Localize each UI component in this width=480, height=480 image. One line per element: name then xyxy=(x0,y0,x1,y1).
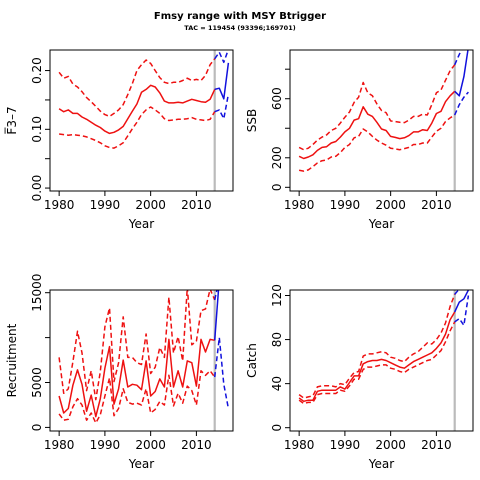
catch-historical-upper-line xyxy=(298,294,456,399)
fbar-plot-frame xyxy=(49,49,234,192)
catch-x-tick-label: 2000 xyxy=(375,438,406,452)
catch-y-tick-label: 80 xyxy=(270,332,284,347)
recruitment-x-tick-label: 2000 xyxy=(135,438,166,452)
ssb-y-axis-title: SSB xyxy=(245,109,259,132)
catch-x-tick-label: 1990 xyxy=(330,438,361,452)
catch-forecast-lower-line xyxy=(454,295,470,327)
ssb-x-tick-label: 2010 xyxy=(421,198,452,212)
ssb-historical-upper-line xyxy=(298,64,456,151)
recruitment-plot-frame xyxy=(49,289,234,432)
catch-historical-central-line xyxy=(298,311,456,403)
ssb-forecast-central-line xyxy=(454,50,469,97)
catch-plot-frame xyxy=(289,289,474,432)
fbar-historical-central-line xyxy=(58,84,216,135)
ssb-x-tick-label: 1990 xyxy=(330,198,361,212)
fbar-forecast-lower-line xyxy=(214,93,230,120)
recruitment-historical-upper-line xyxy=(58,290,216,401)
catch-y-tick-label: 120 xyxy=(270,284,284,307)
catch-forecast-upper-line xyxy=(454,290,460,295)
fbar-y-tick-label: 0.10 xyxy=(30,116,44,143)
ssb-x-tick-label: 1980 xyxy=(284,198,315,212)
recruitment-x-tick-label: 1990 xyxy=(90,438,121,452)
fbar-historical-lower-line xyxy=(59,106,216,149)
catch-y-tick-label: 0 xyxy=(270,424,284,432)
ssb-historical-lower-line xyxy=(298,114,456,172)
fbar-forecast-central-line xyxy=(214,62,230,100)
catch-x-axis-title: Year xyxy=(368,457,394,471)
figure-title: Fmsy range with MSY Btrigger xyxy=(153,11,327,22)
fbar-y-tick-label: 0.00 xyxy=(30,175,44,202)
catch-historical-lower-line xyxy=(298,321,456,405)
ssb-plot-frame xyxy=(289,49,474,192)
fbar-x-tick-label: 2000 xyxy=(135,198,166,212)
recruitment-x-tick-label: 2010 xyxy=(181,438,212,452)
fbar-y-axis-title: F̅3–7 xyxy=(4,106,19,134)
ssb-x-axis-title: Year xyxy=(368,217,394,231)
recruitment-y-axis-title: Recruitment xyxy=(5,323,19,397)
recruitment-historical-central-line xyxy=(58,338,215,418)
recruitment-forecast-lower-line xyxy=(213,336,230,409)
catch-y-axis-title: Catch xyxy=(245,343,259,378)
recruitment-historical-lower-line xyxy=(58,370,216,424)
fbar-x-tick-label: 1990 xyxy=(90,198,121,212)
catch-forecast-central-line xyxy=(454,290,470,313)
recruitment-x-axis-title: Year xyxy=(128,457,154,471)
recruitment-forecast-central-line xyxy=(213,290,220,341)
recruitment-y-tick-label: 15000 xyxy=(30,274,44,312)
catch-x-tick-label: 2010 xyxy=(421,438,452,452)
fbar-x-axis-title: Year xyxy=(128,217,154,231)
ssb-historical-central-line xyxy=(298,90,456,160)
fbar-historical-upper-line xyxy=(58,58,216,118)
ssb-x-tick-label: 2000 xyxy=(375,198,406,212)
fbar-forecast-upper-line xyxy=(214,50,229,64)
catch-y-tick-label: 40 xyxy=(270,376,284,391)
ssb-y-tick-label: 200 xyxy=(270,146,284,169)
catch-x-tick-label: 1980 xyxy=(284,438,315,452)
ssb-y-tick-label: 0 xyxy=(270,183,284,191)
figure-subtitle: TAC = 119454 (93396;169701) xyxy=(184,24,296,32)
recruitment-x-tick-label: 1980 xyxy=(44,438,75,452)
ssb-y-tick-label: 600 xyxy=(270,87,284,110)
recruitment-y-tick-label: 5000 xyxy=(30,367,44,398)
fbar-x-tick-label: 2010 xyxy=(181,198,212,212)
fbar-x-tick-label: 1980 xyxy=(44,198,75,212)
recruitment-y-tick-label: 0 xyxy=(30,424,44,432)
fbar-y-tick-label: 0.20 xyxy=(30,57,44,84)
